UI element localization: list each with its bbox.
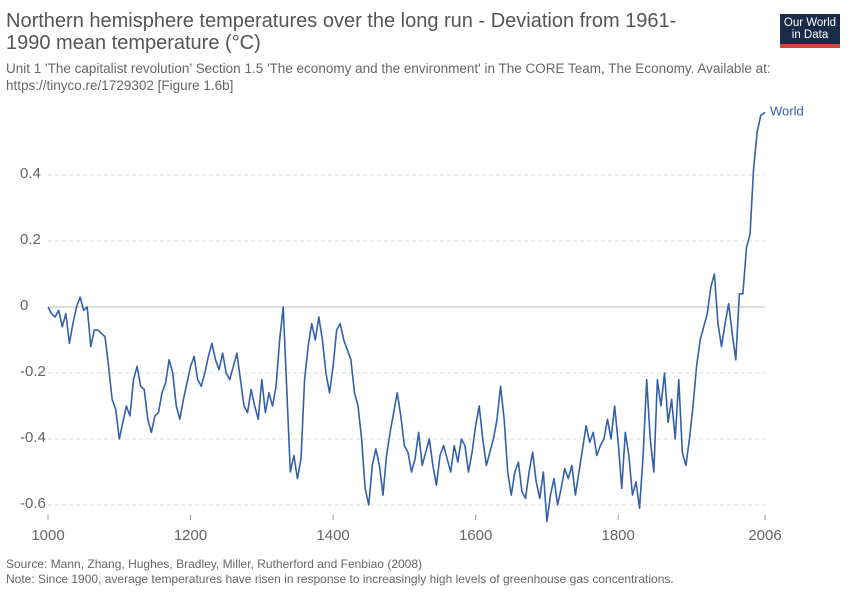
series-label: World — [770, 104, 804, 119]
logo-line: Our World — [783, 17, 837, 29]
y-tick-label: -0.4 — [20, 429, 46, 446]
x-tick-label: 1400 — [316, 527, 349, 544]
y-tick-label: -0.6 — [20, 495, 46, 512]
x-tick-label: 2006 — [748, 527, 781, 544]
x-tick-label: 1800 — [601, 527, 634, 544]
y-tick-label: 0.4 — [20, 165, 41, 182]
x-tick-label: 1000 — [31, 527, 64, 544]
note: Note: Since 1900, average temperatures h… — [6, 572, 674, 586]
x-tick-label: 1600 — [459, 527, 492, 544]
source: Source: Mann, Zhang, Hughes, Bradley, Mi… — [6, 557, 423, 571]
chart-subtitle: Unit 1 'The capitalist revolution’ Secti… — [6, 61, 771, 93]
chart: -0.6 -0.4 -0.2 0 0.2 0.4 1000 1200 1400 1600 1800 2… — [20, 104, 804, 544]
x-tick-label: 1200 — [174, 527, 207, 544]
y-tick-label: 0 — [20, 297, 28, 314]
line — [47, 111, 766, 523]
logo: Our World in Data — [780, 14, 840, 48]
y-tick-label: 0.2 — [20, 231, 41, 248]
chart-title: Northern hemisphere temperatures over th… — [6, 10, 677, 54]
logo-line: in Data — [791, 29, 829, 41]
y-tick-label: -0.2 — [20, 363, 46, 380]
